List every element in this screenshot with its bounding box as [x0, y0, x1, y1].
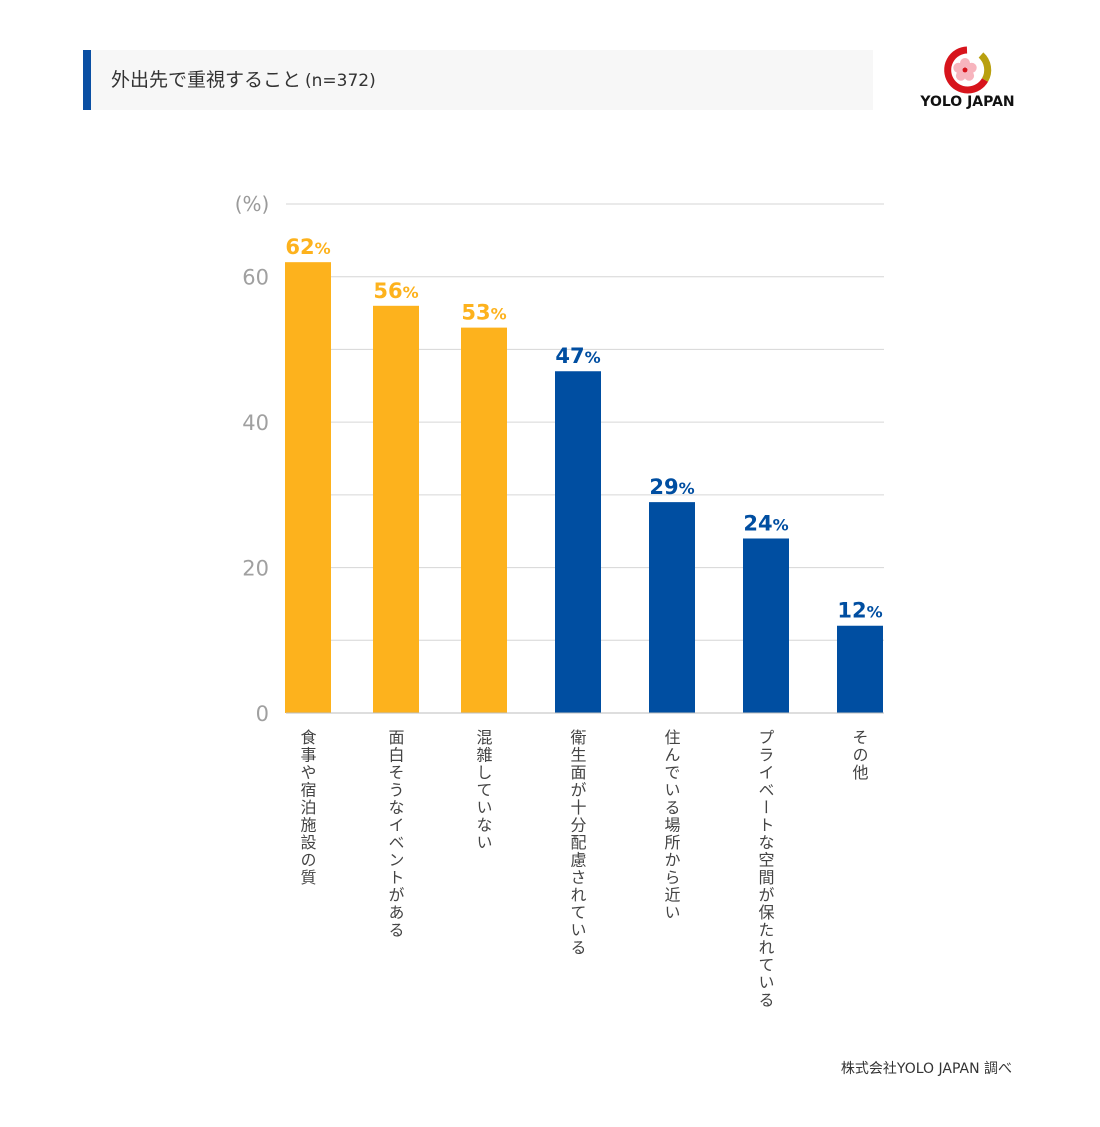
sakura-logo-icon: [944, 46, 992, 94]
bar-value-label: 56%: [373, 279, 418, 303]
title-accent-bar: [83, 50, 91, 110]
bar: [837, 625, 883, 713]
chart-title: 外出先で重視すること (n=372): [111, 50, 376, 110]
x-category-label: 衛生面が十分配慮されている: [568, 729, 587, 957]
bar-value-label: 47%: [555, 344, 600, 368]
x-category-label: その他: [850, 729, 869, 782]
bar-value-label: 62%: [285, 235, 330, 259]
bar-value-label: 53%: [461, 301, 506, 325]
bar: [461, 327, 507, 713]
bar: [743, 538, 789, 713]
x-category-label: 混雑していない: [474, 729, 493, 852]
y-tick-label: 0: [256, 702, 269, 726]
yolo-japan-logo: YOLO JAPAN: [915, 46, 1020, 116]
bar: [555, 371, 601, 713]
x-category-label: 住んでいる場所から近い: [662, 729, 681, 922]
y-tick-label: 40: [242, 411, 269, 435]
source-note: 株式会社YOLO JAPAN 調べ: [840, 1061, 1012, 1077]
chart-title-sample-size: (n=372): [305, 71, 376, 91]
bar: [285, 262, 331, 713]
x-category-label: 面白そうなイベントがある: [386, 729, 405, 939]
bar-value-label: 29%: [649, 475, 694, 499]
y-tick-label: 20: [242, 557, 269, 581]
x-category-label: 食事や宿泊施設の質: [298, 729, 317, 887]
title-box: 外出先で重視すること (n=372): [83, 50, 873, 110]
y-tick-label: 60: [242, 266, 269, 290]
bar-value-label: 24%: [743, 511, 788, 535]
bar: [373, 305, 419, 713]
x-category-label: プライベートな空間が保たれている: [756, 729, 775, 1009]
bar-value-label: 12%: [837, 599, 882, 623]
logo-text: YOLO JAPAN: [920, 94, 1015, 110]
bar: [649, 502, 695, 713]
y-axis-unit-label: (%): [235, 192, 270, 216]
chart-title-main: 外出先で重視すること: [111, 69, 302, 91]
